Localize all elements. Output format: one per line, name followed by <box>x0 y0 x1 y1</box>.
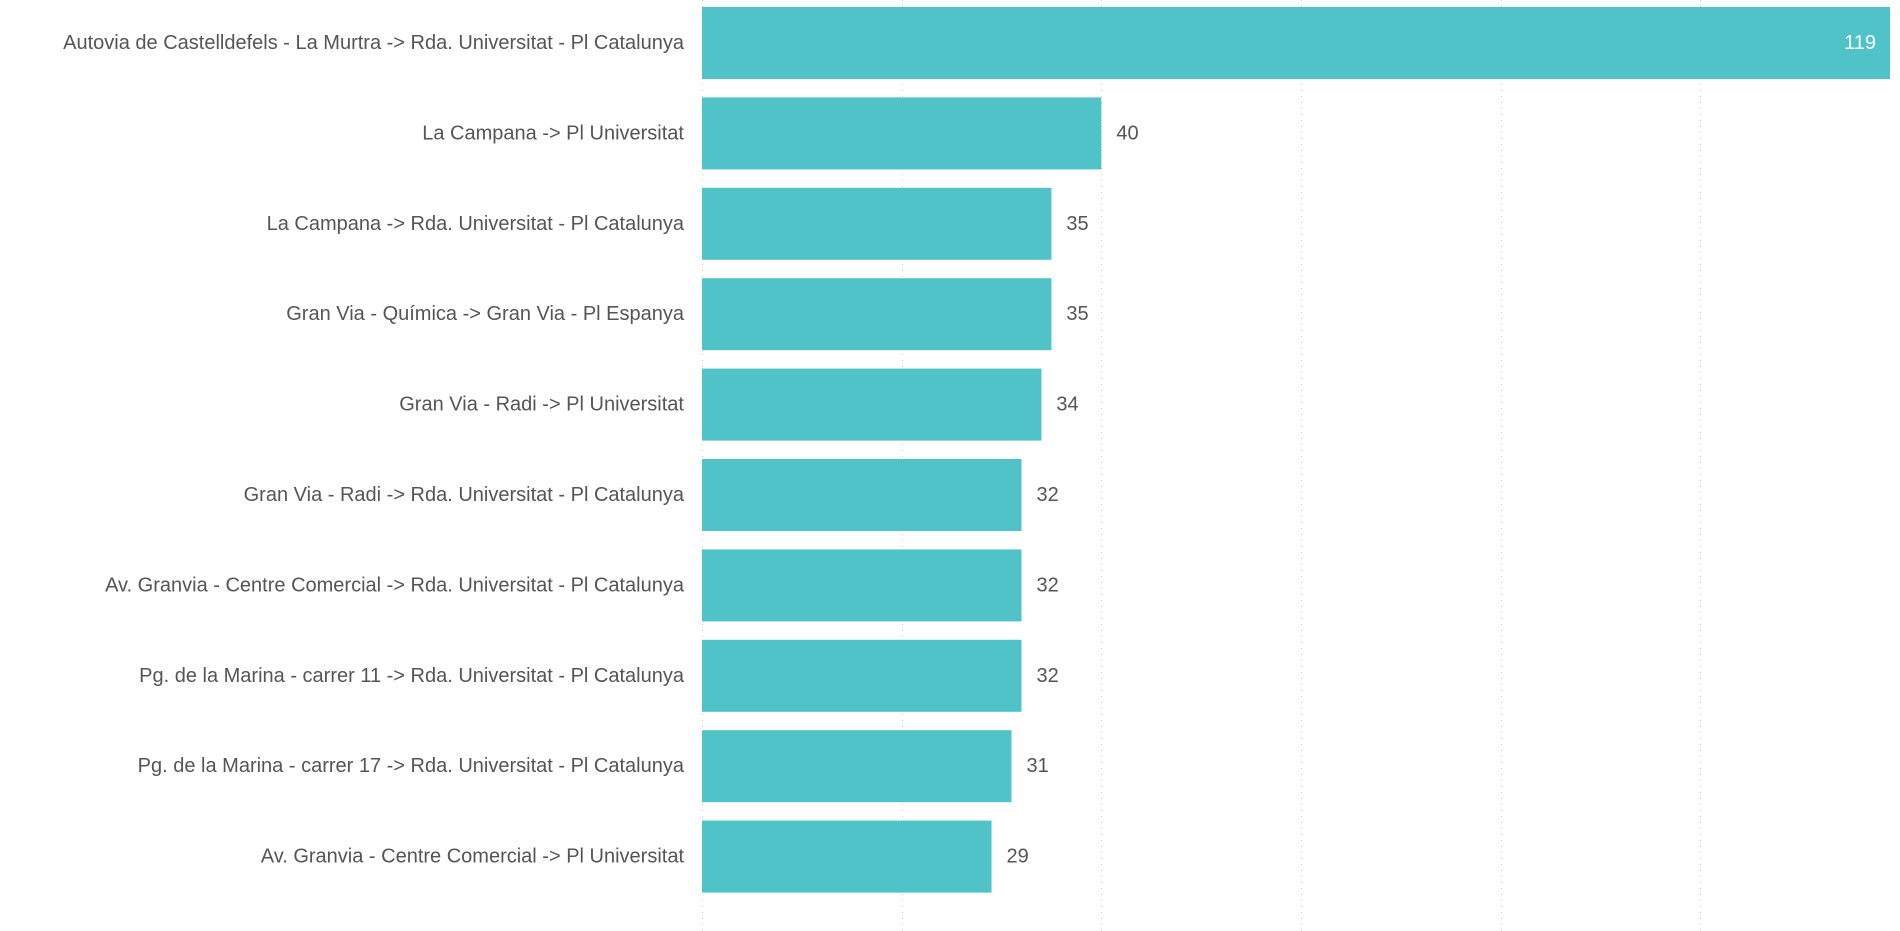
category-label-2: La Campana -> Pl Universitat <box>422 122 684 144</box>
category-label-5: Gran Via - Radi -> Pl Universitat <box>399 394 684 416</box>
data-labels: 119 40 35 35 34 32 32 32 31 29 <box>1007 32 1877 868</box>
bar-4[interactable] <box>702 278 1052 351</box>
category-label-1: Autovia de Castelldefels - La Murtra -> … <box>63 32 685 54</box>
data-label-4: 35 <box>1066 303 1088 325</box>
bar-9[interactable] <box>702 730 1012 803</box>
category-label-3: La Campana -> Rda. Universitat - Pl Cata… <box>267 213 685 235</box>
data-label-8: 32 <box>1036 665 1058 687</box>
data-label-6: 32 <box>1036 484 1058 506</box>
data-label-9: 31 <box>1026 755 1048 777</box>
bar-6[interactable] <box>702 459 1022 531</box>
category-label-9: Pg. de la Marina - carrer 17 -> Rda. Uni… <box>138 755 685 777</box>
bar-8[interactable] <box>702 639 1022 712</box>
data-label-5: 34 <box>1056 394 1078 416</box>
bar-2[interactable] <box>702 97 1102 170</box>
category-label-7: Av. Granvia - Centre Comercial -> Rda. U… <box>105 574 685 596</box>
category-label-6: Gran Via - Radi -> Rda. Universitat - Pl… <box>244 484 685 506</box>
data-label-1: 119 <box>1844 32 1876 54</box>
bar-7[interactable] <box>702 549 1022 622</box>
bar-10[interactable] <box>702 820 992 893</box>
bar-1[interactable] <box>702 7 1891 79</box>
bar-3[interactable] <box>702 187 1052 260</box>
category-label-8: Pg. de la Marina - carrer 11 -> Rda. Uni… <box>139 665 685 687</box>
bar-5[interactable] <box>702 368 1042 441</box>
bars <box>702 7 1891 893</box>
data-label-7: 32 <box>1036 574 1058 596</box>
data-label-10: 29 <box>1007 846 1029 868</box>
category-label-4: Gran Via - Química -> Gran Via - Pl Espa… <box>286 303 685 325</box>
category-label-10: Av. Granvia - Centre Comercial -> Pl Uni… <box>261 846 685 868</box>
data-label-3: 35 <box>1066 213 1088 235</box>
data-label-2: 40 <box>1116 122 1138 144</box>
category-labels: Autovia de Castelldefels - La Murtra -> … <box>63 32 685 868</box>
